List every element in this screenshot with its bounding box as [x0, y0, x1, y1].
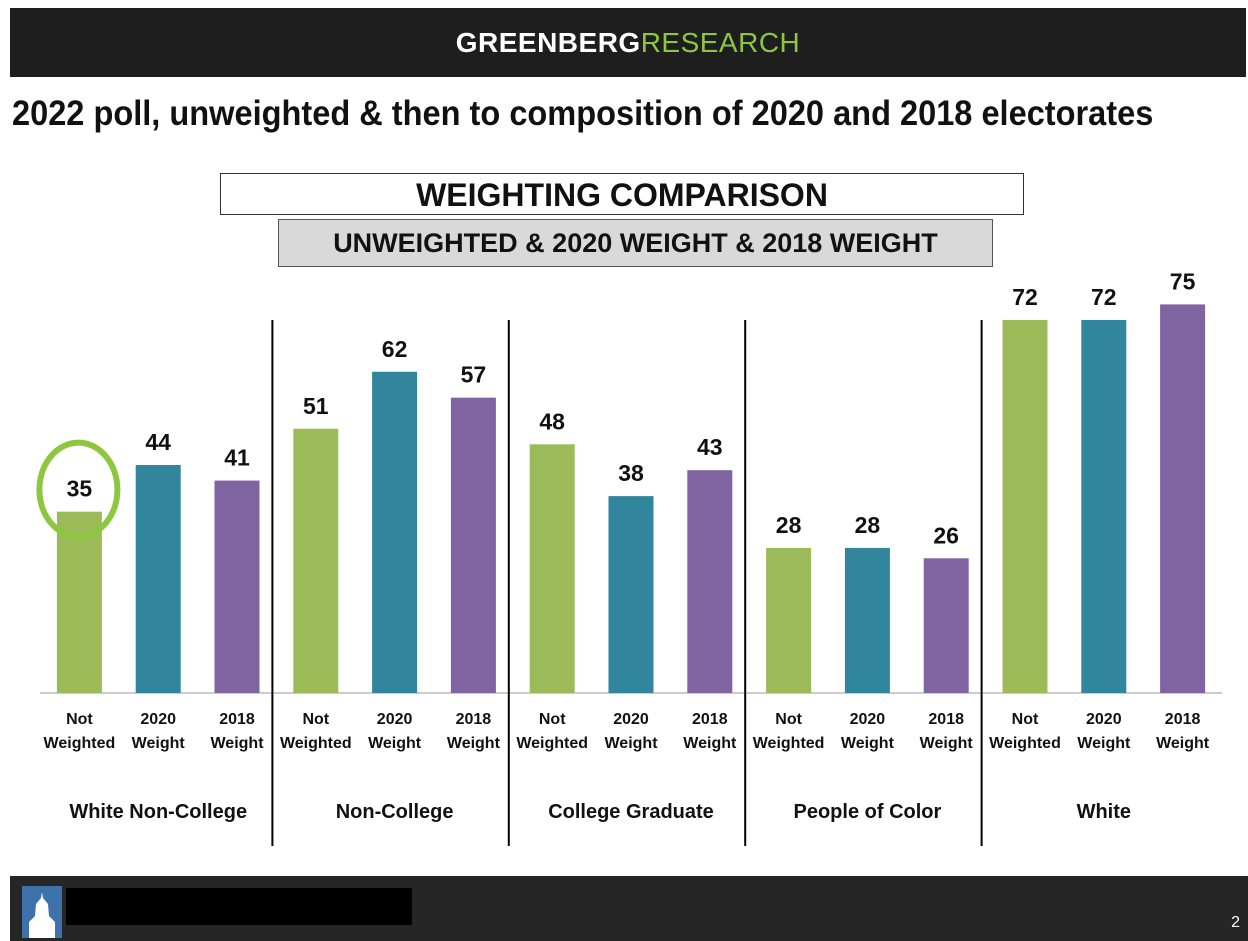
data-label: 75 [1170, 268, 1196, 294]
data-label: 28 [776, 512, 802, 538]
bar [844, 547, 890, 693]
data-label: 48 [539, 408, 565, 434]
bar [450, 397, 496, 693]
tick-label: 2020 [1086, 711, 1122, 728]
data-label: 44 [145, 429, 171, 455]
tick-label: Weighted [753, 735, 825, 752]
bar [214, 480, 260, 693]
capitol-icon [22, 886, 62, 938]
bar [135, 465, 181, 693]
data-label: 41 [224, 445, 250, 471]
data-label: 35 [67, 476, 93, 502]
bar [1160, 304, 1206, 693]
group-label: People of Color [794, 801, 942, 823]
bar [923, 558, 969, 693]
tick-label: 2020 [140, 711, 176, 728]
brand-name-light: RESEARCH [640, 26, 801, 58]
data-label: 62 [382, 336, 408, 362]
data-label: 43 [697, 434, 723, 460]
data-label: 26 [933, 522, 959, 548]
bar [766, 547, 812, 693]
tick-label: 2018 [456, 711, 492, 728]
tick-label: Not [302, 711, 329, 728]
tick-label: Weight [920, 735, 974, 752]
tick-label: Not [775, 711, 802, 728]
tick-label: Not [66, 711, 93, 728]
tick-label: Weight [1077, 735, 1131, 752]
chart-subtitle: UNWEIGHTED & 2020 WEIGHT & 2018 WEIGHT [278, 219, 993, 267]
data-label: 51 [303, 393, 329, 419]
tick-label: Weighted [516, 735, 588, 752]
bar [56, 511, 102, 693]
group-label: White [1077, 801, 1131, 823]
data-label: 72 [1091, 284, 1117, 310]
tick-label: 2018 [928, 711, 964, 728]
tick-label: 2018 [692, 711, 728, 728]
bar [1002, 319, 1048, 693]
tick-label: Weight [841, 735, 895, 752]
tick-label: Weight [210, 735, 264, 752]
brand-logo: GREENBERGRESEARCH [455, 26, 801, 58]
tick-label: Not [539, 711, 566, 728]
tick-label: 2018 [1165, 711, 1201, 728]
tick-label: Weighted [989, 735, 1061, 752]
tick-label: 2020 [377, 711, 413, 728]
tick-label: Weight [132, 735, 186, 752]
bar [372, 371, 418, 693]
bar [293, 428, 339, 693]
data-label: 72 [1012, 284, 1038, 310]
tick-label: Weight [683, 735, 737, 752]
tick-label: Weight [1156, 735, 1210, 752]
group-label: White Non-College [69, 801, 247, 823]
tick-label: Weight [368, 735, 422, 752]
bar [687, 470, 733, 693]
bar-chart: 35 Not Weighted 44 2020 Weight 41 2018 Weight Whi… [36, 268, 1222, 846]
data-label: 28 [855, 512, 881, 538]
tick-label: Weight [604, 735, 658, 752]
data-label: 57 [461, 362, 487, 388]
group-label: Non-College [336, 801, 454, 823]
group-label: College Graduate [548, 801, 714, 823]
tick-label: 2020 [850, 711, 886, 728]
page-title: 2022 poll, unweighted & then to composit… [12, 94, 1154, 133]
highlight-circle [36, 439, 121, 540]
tick-label: Weight [447, 735, 501, 752]
bar [529, 444, 575, 693]
page-number: 2 [1231, 914, 1240, 931]
tick-label: Weighted [280, 735, 352, 752]
tick-label: Not [1012, 711, 1039, 728]
tick-label: Weighted [44, 735, 116, 752]
redacted-block [66, 888, 412, 925]
tick-label: 2018 [219, 711, 255, 728]
tick-label: 2020 [613, 711, 649, 728]
footer-bar: 2 [10, 876, 1248, 941]
brand-name-bold: GREENBERG [455, 26, 641, 58]
bar [1081, 319, 1127, 693]
chart-title: WEIGHTING COMPARISON [220, 173, 1024, 215]
bar [608, 496, 654, 693]
data-label: 38 [618, 460, 644, 486]
header-bar: GREENBERGRESEARCH [10, 8, 1246, 77]
